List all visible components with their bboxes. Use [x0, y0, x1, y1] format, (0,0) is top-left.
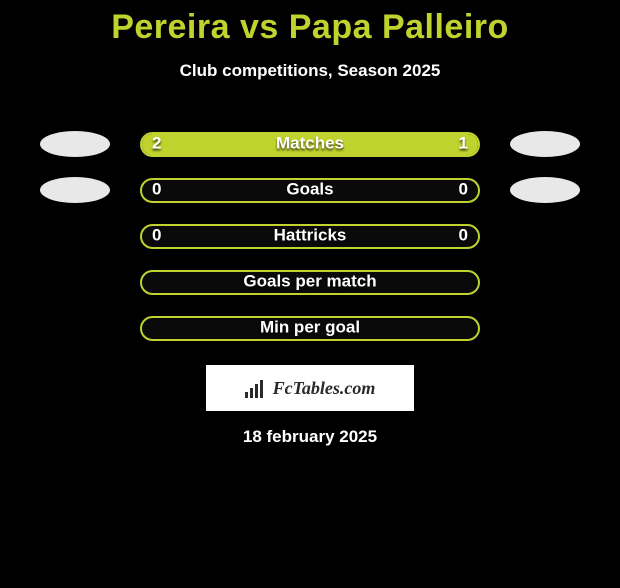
attribution-text: FcTables.com — [273, 378, 376, 399]
date-line: 18 february 2025 — [0, 427, 620, 447]
value-right: 0 — [459, 226, 468, 246]
page-title: Pereira vs Papa Palleiro — [0, 8, 620, 47]
stat-label: Goals per match — [243, 272, 376, 292]
stat-label: Goals — [286, 180, 333, 200]
value-right: 0 — [459, 180, 468, 200]
stat-row: Min per goal — [0, 305, 620, 351]
stat-row: Goals per match — [0, 259, 620, 305]
comparison-chart: Matches 2 1 Goals 0 0 Hattricks 0 0 Goals per mat… — [0, 121, 620, 351]
stat-label: Hattricks — [274, 226, 347, 246]
team-badge-left — [40, 131, 110, 157]
stat-bar: Matches 2 1 — [140, 132, 480, 157]
stat-label: Min per goal — [260, 318, 360, 338]
value-right: 1 — [459, 134, 468, 154]
subtitle: Club competitions, Season 2025 — [0, 61, 620, 81]
stat-row: Hattricks 0 0 — [0, 213, 620, 259]
value-left: 0 — [152, 180, 161, 200]
bar-chart-icon — [245, 380, 267, 398]
stat-bar: Min per goal — [140, 316, 480, 341]
stat-bar: Hattricks 0 0 — [140, 224, 480, 249]
value-left: 2 — [152, 134, 161, 154]
team-badge-right — [510, 177, 580, 203]
value-left: 0 — [152, 226, 161, 246]
stat-bar: Goals 0 0 — [140, 178, 480, 203]
attribution-box: FcTables.com — [206, 365, 414, 411]
team-badge-right — [510, 131, 580, 157]
stat-row: Goals 0 0 — [0, 167, 620, 213]
stat-bar: Goals per match — [140, 270, 480, 295]
stat-row: Matches 2 1 — [0, 121, 620, 167]
team-badge-left — [40, 177, 110, 203]
stat-label: Matches — [276, 134, 344, 154]
